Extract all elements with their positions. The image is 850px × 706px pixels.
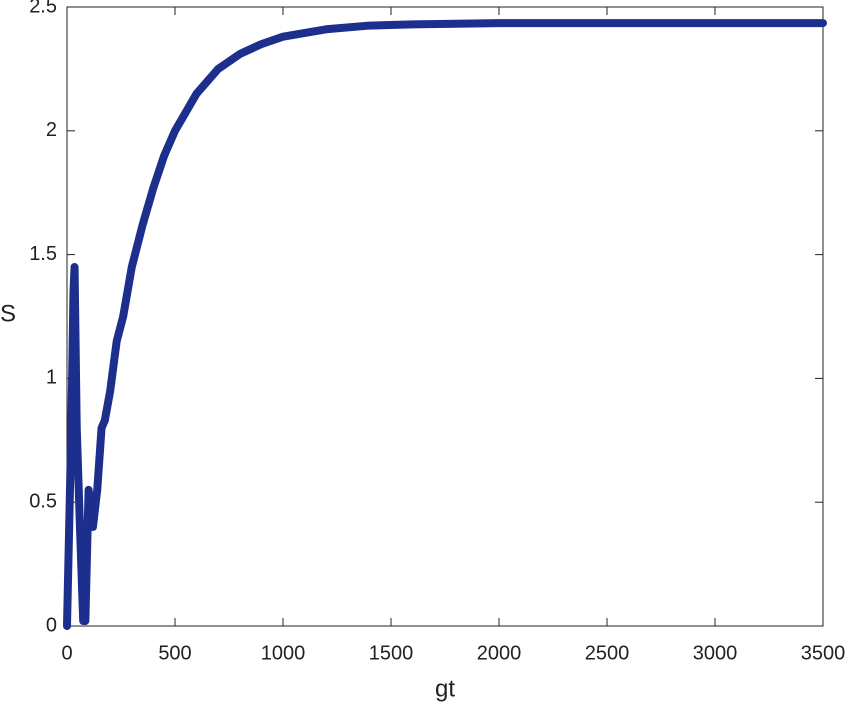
x-tick-label: 2500 [585, 642, 630, 664]
x-axis-label: gt [435, 675, 455, 702]
x-tick-label: 1500 [369, 642, 414, 664]
y-tick-label: 2.5 [29, 0, 57, 17]
y-tick-label: 2 [46, 119, 57, 141]
y-tick-label: 1 [46, 367, 57, 389]
x-tick-label: 3000 [693, 642, 738, 664]
y-axis-label: S [0, 300, 16, 327]
x-tick-label: 500 [158, 642, 191, 664]
x-tick-label: 0 [61, 642, 72, 664]
x-tick-label: 2000 [477, 642, 522, 664]
x-tick-label: 3500 [801, 642, 846, 664]
y-tick-label: 1.5 [29, 243, 57, 265]
data-line [63, 19, 827, 630]
y-tick-label: 0 [46, 614, 57, 636]
x-tick-label: 1000 [261, 642, 306, 664]
y-tick-label: 0.5 [29, 490, 57, 512]
plot-frame [66, 6, 824, 627]
